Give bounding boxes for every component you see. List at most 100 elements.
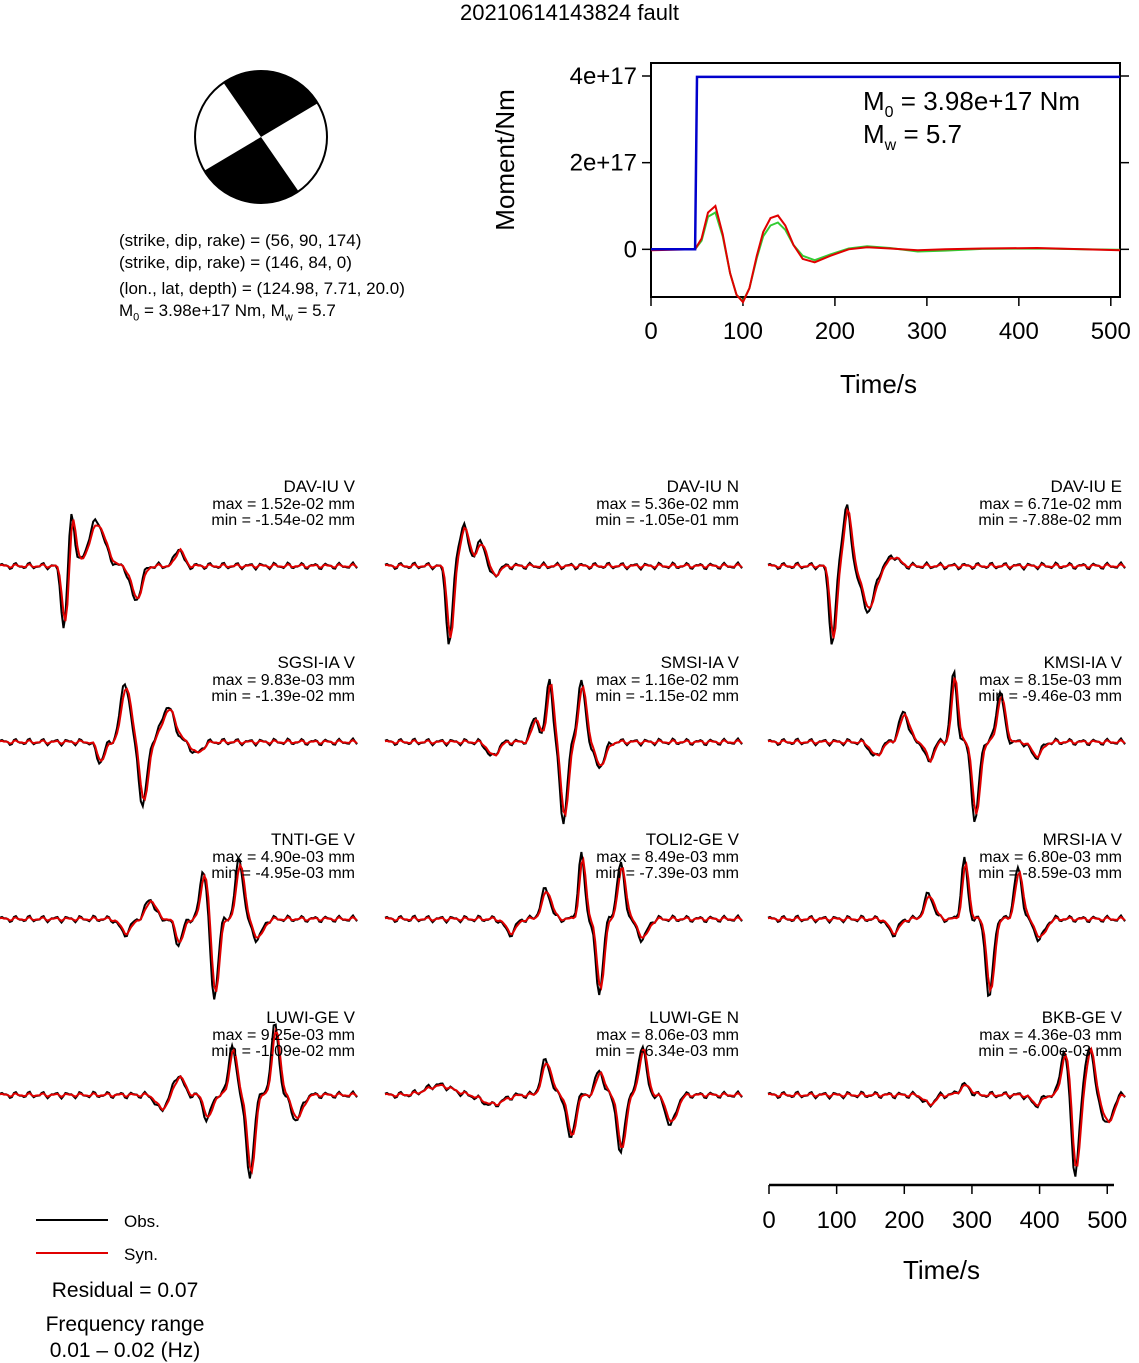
trace-min: min = -1.39e-02 mm	[211, 688, 355, 705]
legend-lines	[36, 1219, 108, 1254]
cumulative-moment-line	[651, 75, 1120, 251]
synthetic-waveform	[0, 519, 358, 622]
trace-min: min = -1.05e-01 mm	[595, 512, 739, 529]
observed-waveform	[384, 520, 743, 645]
trace-toli2-ge-v	[384, 851, 743, 996]
trace-smsi-ia-v	[384, 678, 743, 825]
annotation-mw: Mw = 5.7	[863, 119, 962, 154]
time-tick-label: 300	[952, 1207, 992, 1234]
trace-max: max = 8.49e-03 mm	[596, 849, 739, 866]
station-name: MRSI-IA V	[1042, 830, 1122, 849]
trace-bkb-ge-v	[767, 1045, 1126, 1177]
x-tick-label: 0	[644, 318, 657, 345]
stf-green-line	[651, 211, 1121, 303]
nodal-plane-2: (strike, dip, rake) = (146, 84, 0)	[119, 253, 352, 272]
trace-max: max = 1.16e-02 mm	[596, 672, 739, 689]
observed-waveform	[0, 513, 358, 629]
station-name: DAV-IU E	[1050, 477, 1122, 496]
trace-min: min = -9.46e-03 mm	[978, 688, 1122, 705]
time-tick-label: 100	[817, 1207, 857, 1234]
trace-min: min = -1.15e-02 mm	[595, 688, 739, 705]
synthetic-waveform	[384, 856, 743, 992]
station-name: TNTI-GE V	[270, 830, 355, 849]
stf-red-line	[650, 204, 1121, 305]
nodal-plane-1: (strike, dip, rake) = (56, 90, 174)	[119, 231, 362, 250]
time-axis-title: Time/s	[903, 1255, 980, 1285]
annotation-m0: M0 = 3.98e+17 Nm	[863, 86, 1080, 121]
x-tick-label: 500	[1091, 318, 1131, 345]
trace-min: min = -1.09e-02 mm	[211, 1043, 355, 1060]
x-tick-label: 100	[723, 318, 763, 345]
x-axis-label: Time/s	[840, 369, 917, 399]
beachball-quadrant-north	[223, 70, 318, 137]
trace-sgsi-ia-v	[0, 682, 358, 810]
trace-max: max = 5.36e-02 mm	[596, 496, 739, 513]
station-name: LUWI-GE V	[266, 1008, 355, 1027]
frequency-range: 0.01 – 0.02 (Hz)	[49, 1339, 201, 1362]
trace-min: min = -4.95e-03 mm	[211, 865, 355, 882]
trace-luwi-ge-n	[384, 1043, 743, 1156]
trace-min: min = -8.59e-03 mm	[978, 865, 1122, 882]
frequency-label: Frequency range	[45, 1313, 205, 1336]
station-name: TOLI2-GE V	[645, 830, 739, 849]
synthetic-waveform	[767, 1046, 1126, 1167]
trace-max: max = 8.06e-03 mm	[596, 1027, 739, 1044]
x-tick-label: 400	[999, 318, 1039, 345]
trace-max: max = 9.25e-03 mm	[212, 1027, 355, 1044]
y-axis-label: Moment/Nm	[490, 89, 520, 231]
station-name: KMSI-IA V	[1043, 653, 1122, 672]
time-tick-label: 200	[884, 1207, 924, 1234]
x-tick-label: 300	[907, 318, 947, 345]
page-title: 20210614143824 fault	[460, 0, 679, 25]
trace-dav-iu-n	[384, 520, 743, 645]
time-tick-label: 500	[1087, 1207, 1127, 1234]
moment-chart: 0 2e+17 4e+17 0 100 200 300 400 500 Time/s Moment/…	[490, 62, 1131, 399]
trace-dav-iu-e	[767, 504, 1126, 645]
synthetic-waveform	[767, 507, 1126, 639]
trace-min: min = -1.54e-02 mm	[211, 512, 355, 529]
y-tick-label: 4e+17	[570, 63, 637, 90]
station-name: BKB-GE V	[1041, 1008, 1122, 1027]
trace-luwi-ge-v	[0, 1023, 358, 1179]
waveform-time-axis: 0 100 200 300 400 500 Time/s	[762, 1183, 1127, 1285]
synthetic-waveform	[767, 861, 1126, 994]
synthetic-waveform	[0, 687, 358, 802]
y-tick-label: 0	[624, 236, 637, 263]
legend-syn-label: Syn.	[124, 1245, 159, 1264]
beachball	[194, 70, 328, 204]
y-tick-label: 2e+17	[570, 150, 637, 177]
synthetic-waveform	[767, 677, 1126, 815]
synthetic-waveform	[0, 1027, 358, 1175]
trace-max: max = 4.36e-03 mm	[979, 1027, 1122, 1044]
waveform-panel	[0, 504, 1126, 1179]
synthetic-waveform	[384, 1048, 743, 1148]
trace-min: min = -6.34e-03 mm	[595, 1043, 739, 1060]
residual-text: Residual = 0.07	[51, 1279, 199, 1302]
plot-frame	[650, 62, 1121, 298]
trace-mrsi-ia-v	[767, 856, 1126, 998]
time-tick-label: 400	[1020, 1207, 1060, 1234]
trace-kmsi-ia-v	[767, 668, 1126, 823]
beachball-quadrant-south	[204, 137, 299, 204]
location-depth: (lon., lat, depth) = (124.98, 7.71, 20.0…	[119, 279, 405, 298]
moment-magnitude: M0 = 3.98e+17 Nm, Mw = 5.7	[119, 301, 336, 324]
trace-dav-iu-v	[0, 513, 358, 629]
trace-min: min = -7.39e-03 mm	[595, 865, 739, 882]
station-name: SGSI-IA V	[277, 653, 355, 672]
synthetic-waveform	[384, 526, 743, 639]
synthetic-waveform	[384, 683, 743, 818]
trace-max: max = 6.71e-02 mm	[979, 496, 1122, 513]
synthetic-waveform	[0, 862, 358, 993]
legend-obs-label: Obs.	[124, 1212, 160, 1231]
